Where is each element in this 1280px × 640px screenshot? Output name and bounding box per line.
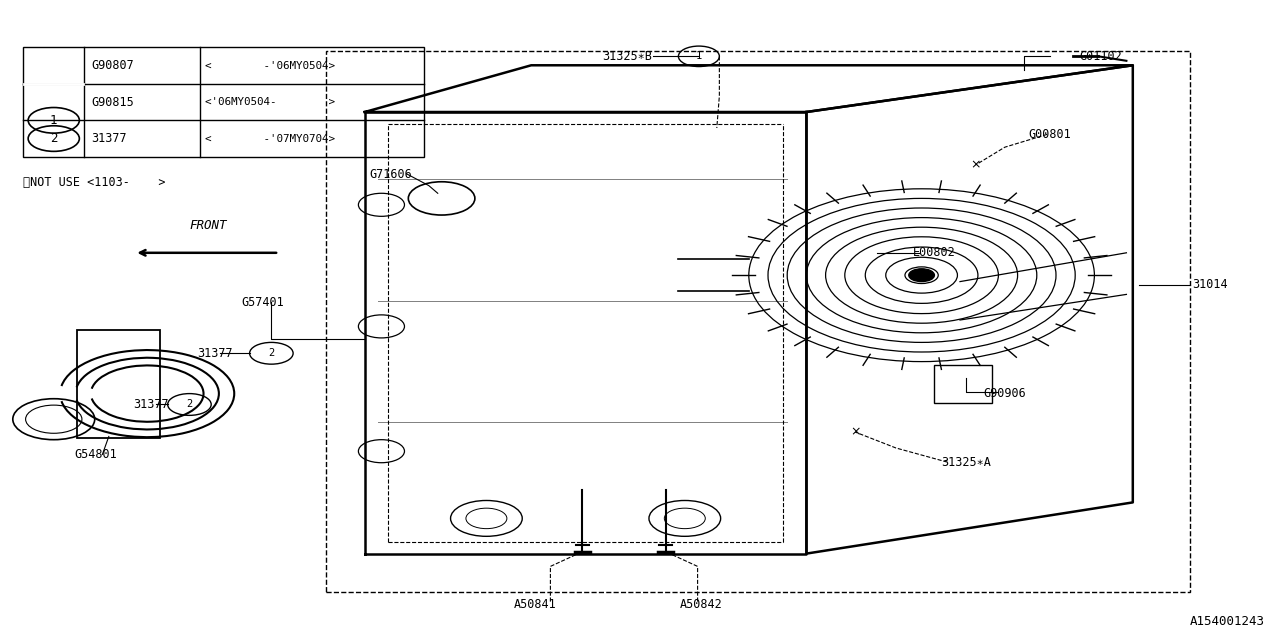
Text: 2: 2 <box>50 132 58 145</box>
Text: 2: 2 <box>187 399 192 410</box>
Text: G90815: G90815 <box>91 95 133 109</box>
Text: 2: 2 <box>269 348 274 358</box>
Text: <'06MY0504-        >: <'06MY0504- > <box>205 97 335 107</box>
Text: ×: × <box>970 159 980 172</box>
Text: 31014: 31014 <box>1192 278 1228 291</box>
Circle shape <box>909 269 934 282</box>
Text: G54801: G54801 <box>74 448 118 461</box>
Bar <box>23 47 424 157</box>
Text: ※NOT USE <1103-    >: ※NOT USE <1103- > <box>23 176 165 189</box>
Text: 1: 1 <box>696 51 701 61</box>
Text: G71606: G71606 <box>369 168 412 180</box>
Bar <box>934 365 992 403</box>
Text: 31325∗B: 31325∗B <box>603 50 652 63</box>
Text: 1: 1 <box>50 114 58 127</box>
Text: G90807: G90807 <box>91 59 133 72</box>
Text: <        -'07MY0704>: < -'07MY0704> <box>205 134 335 143</box>
Text: A50842: A50842 <box>680 598 723 611</box>
Text: 31377: 31377 <box>197 347 233 360</box>
Text: ×: × <box>850 426 860 438</box>
Text: 31377: 31377 <box>133 398 169 411</box>
Text: 31325∗A: 31325∗A <box>942 456 991 468</box>
Text: 31377: 31377 <box>91 132 127 145</box>
Text: G90906: G90906 <box>983 387 1027 400</box>
Text: G57401: G57401 <box>241 296 284 308</box>
Text: A50841: A50841 <box>513 598 557 611</box>
Text: G00801: G00801 <box>1028 128 1071 141</box>
Text: <        -'06MY0504>: < -'06MY0504> <box>205 61 335 70</box>
Text: E00802: E00802 <box>913 246 956 259</box>
Bar <box>326 51 1190 592</box>
Text: FRONT: FRONT <box>189 219 228 232</box>
Bar <box>77 330 160 438</box>
Text: A154001243: A154001243 <box>1189 616 1265 628</box>
Text: G01102: G01102 <box>1079 50 1123 63</box>
